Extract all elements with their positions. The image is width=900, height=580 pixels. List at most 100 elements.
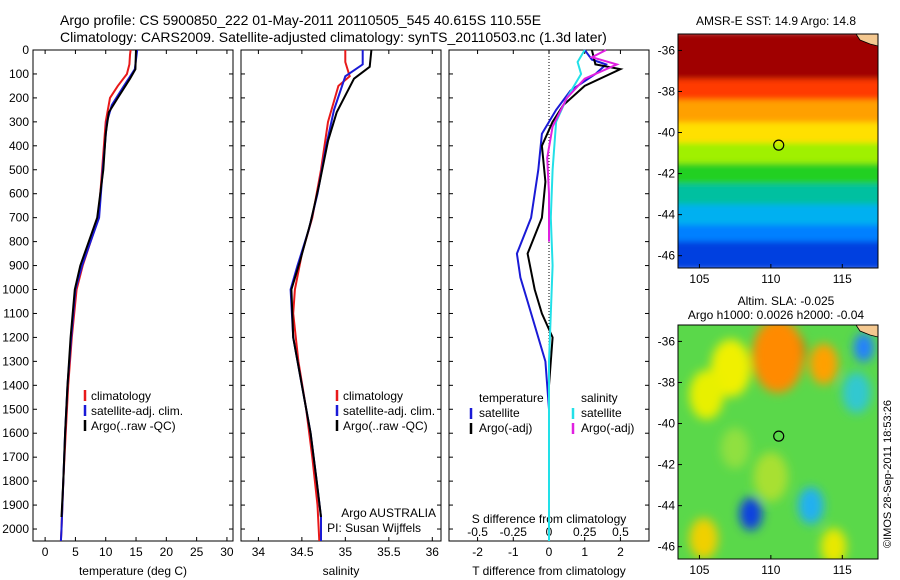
map-subtitle: Argo h1000: 0.0026 h2000: -0.04 (688, 308, 864, 322)
figure-title-line2: Climatology: CARS2009. Satellite-adjuste… (60, 29, 607, 45)
land-mass (855, 34, 878, 47)
panel-difference: -2 -1 0 1 2 T difference from climatology -0.5… (448, 49, 650, 578)
series-line-argorawqc (290, 49, 373, 518)
y-tick-label: 300 (9, 115, 29, 129)
plot-frame (240, 49, 442, 542)
sla-blob (689, 517, 718, 559)
sla-blobs (689, 325, 874, 559)
legend-label: satellite-adj. clim. (343, 404, 435, 418)
x-axis-label: salinity (323, 564, 360, 578)
map-field (678, 325, 878, 559)
map-x-tick-label: 105 (689, 563, 709, 577)
y-tick-label: 600 (9, 187, 29, 201)
x-tick-label: 2 (617, 545, 624, 559)
sla-blob (853, 333, 874, 362)
series-line-satellite (515, 49, 609, 541)
panel-temperature: 0 5 10 15 20 25 30 temperature (deg C) 0 100 200 30… (2, 43, 234, 578)
y-tick-label: 1000 (2, 283, 29, 297)
sla-blob (820, 528, 847, 559)
x-axis-label: temperature (deg C) (79, 564, 187, 578)
map-frame (677, 324, 879, 560)
x-top-tick-label: -0.25 (500, 525, 528, 539)
y-tick-label: 2000 (2, 522, 29, 536)
x-tick-label: 30 (220, 545, 234, 559)
x-tick-label: 5 (72, 545, 79, 559)
sst-band (678, 224, 878, 246)
x-tick-label: 25 (190, 545, 204, 559)
sla-blob (689, 370, 724, 420)
sst-band (678, 122, 878, 147)
y-tick-label: 1700 (2, 450, 29, 464)
x-tick-label: 34 (252, 545, 266, 559)
legend-title-temperature: temperature (479, 391, 544, 405)
plot-frame (32, 49, 234, 542)
map-x-tick-label: 115 (833, 563, 852, 577)
sla-blob (809, 343, 838, 385)
x-tick-label: 36 (426, 545, 440, 559)
figure-title-line1: Argo profile: CS 5900850_222 01-May-2011… (60, 12, 541, 28)
y-tick-label: 800 (9, 235, 29, 249)
legend-label: climatology (343, 389, 403, 403)
y-tick-label: 1500 (2, 402, 29, 416)
map-title: Altim. SLA: -0.025 (738, 294, 835, 308)
argo-position-marker (773, 430, 785, 442)
x-tick-label: 35 (339, 545, 353, 559)
sla-blob (752, 325, 804, 393)
legend-title-salinity: salinity (581, 391, 618, 405)
map-y-tick-label: -36 (658, 334, 676, 348)
map-y-tick-label: -44 (658, 208, 676, 222)
sla-blob (753, 452, 788, 502)
map-x-tick-label: 110 (761, 272, 780, 286)
map-title: AMSR-E SST: 14.9 Argo: 14.8 (696, 14, 856, 28)
x-tick-label: 20 (160, 545, 174, 559)
map-y-tick-label: -46 (658, 249, 676, 263)
panel-sla-map: 105 110 115 -36 -38 -40 -42 -44 -46 Altim. SLA: -… (658, 294, 879, 577)
y-tick-label: 1900 (2, 498, 29, 512)
y-tick-label: 200 (9, 91, 29, 105)
x-tick-label: 1 (581, 545, 588, 559)
y-tick-label: 900 (9, 259, 29, 273)
series-line-argoadj (546, 49, 620, 242)
argo-position-marker (773, 139, 785, 151)
x-tick-label: -1 (508, 545, 519, 559)
legend-label: Argo(-adj) (581, 421, 634, 435)
y-tick-label: 1800 (2, 474, 29, 488)
y-tick-label: 700 (9, 211, 29, 225)
y-tick-label: 0 (22, 43, 29, 57)
map-y-tick-label: -36 (658, 43, 676, 57)
map-x-tick-label: 110 (761, 563, 780, 577)
series-line-argoadj (526, 49, 624, 517)
sst-band (678, 142, 878, 168)
map-y-tick-label: -42 (658, 458, 676, 472)
y-tick-label: 1200 (2, 330, 29, 344)
legend-label: satellite (479, 406, 520, 420)
x-tick-label: 0 (42, 545, 49, 559)
map-y-tick-label: -46 (658, 540, 676, 554)
x-tick-label: 10 (99, 545, 113, 559)
sst-band (678, 34, 878, 84)
x-tick-label: 35.5 (377, 545, 401, 559)
map-y-tick-label: -40 (658, 126, 676, 140)
y-tick-label: 1100 (3, 306, 29, 320)
map-x-tick-label: 115 (833, 272, 852, 286)
x-tick-label: -2 (472, 545, 483, 559)
sst-band (678, 183, 878, 209)
legend-label: Argo(..raw -QC) (343, 419, 428, 433)
y-tick-label: 1600 (2, 426, 29, 440)
x-axis-label: T difference from climatology (472, 564, 626, 578)
map-y-tick-label: -42 (658, 167, 676, 181)
sst-band (678, 204, 878, 229)
sla-blob (842, 372, 871, 414)
legend-label: Argo(..raw -QC) (91, 419, 176, 433)
y-tick-label: 1300 (2, 354, 29, 368)
annotation-institution: Argo AUSTRALIA (341, 506, 436, 520)
x-tick-label: 0 (546, 545, 553, 559)
map-y-tick-label: -44 (658, 499, 676, 513)
legend-label: satellite-adj. clim. (91, 404, 183, 418)
y-tick-label: 500 (9, 163, 29, 177)
map-field (678, 34, 878, 268)
panel-salinity: 34 34.5 35 35.5 36 salinity climatologysatelli… (240, 49, 442, 578)
y-tick-label: 400 (9, 139, 29, 153)
